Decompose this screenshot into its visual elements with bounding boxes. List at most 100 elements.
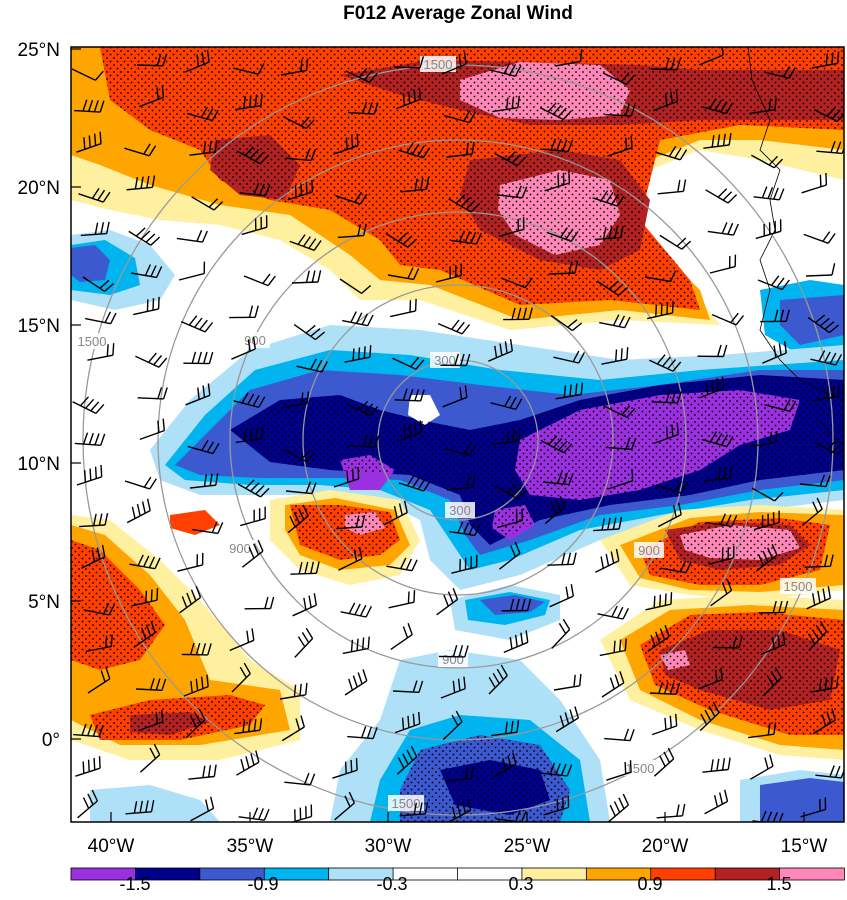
wind-barb-flag bbox=[465, 353, 471, 366]
wind-barb-flag bbox=[257, 539, 264, 552]
wind-barb-shaft bbox=[178, 272, 205, 281]
wind-barb-flag bbox=[681, 803, 686, 816]
wind-barb-flag bbox=[208, 351, 214, 364]
wind-barb-shaft bbox=[241, 226, 267, 236]
ring-label-300-south: 300 bbox=[449, 503, 471, 518]
wind-barb-flag bbox=[728, 133, 732, 146]
wind-barb-flag bbox=[466, 475, 470, 488]
wind-barb-flag bbox=[629, 729, 635, 741]
wind-barb-flag bbox=[405, 558, 413, 570]
wind-barb-flag bbox=[203, 141, 207, 154]
wind-barb-flag bbox=[200, 676, 204, 689]
wind-barb-flag bbox=[141, 627, 147, 640]
wind-barb-flag bbox=[457, 678, 461, 691]
wind-barb-flag bbox=[669, 715, 672, 728]
wind-barb-shaft bbox=[73, 733, 100, 738]
wind-barb-flag bbox=[516, 156, 527, 167]
wind-barb-flag bbox=[457, 521, 464, 534]
wind-barb-flag bbox=[561, 139, 568, 152]
wind-barb-shaft bbox=[760, 643, 786, 656]
wind-barb-flag bbox=[100, 433, 106, 446]
wind-barb-flag bbox=[401, 717, 405, 730]
wind-barb-shaft bbox=[753, 196, 780, 201]
wind-barb-shaft bbox=[72, 401, 97, 415]
wind-barb-flag bbox=[363, 346, 366, 359]
wind-barb-flag bbox=[579, 49, 583, 62]
wind-barb-flag bbox=[726, 436, 734, 447]
wind-barb-flag bbox=[153, 355, 163, 366]
wind-barb-flag bbox=[779, 309, 785, 322]
lon-label-20w: 20°W bbox=[642, 836, 689, 857]
wind-barb-flag bbox=[555, 499, 562, 511]
wind-barb-shaft bbox=[489, 69, 516, 77]
wind-barb-flag bbox=[141, 501, 146, 514]
wind-barb-flag bbox=[300, 715, 305, 728]
wind-barb-shaft bbox=[348, 111, 375, 115]
wind-barb-shaft bbox=[139, 754, 161, 773]
wind-barb-flag bbox=[774, 666, 782, 678]
wind-barb-flag bbox=[830, 676, 833, 689]
wind-barb-shaft bbox=[243, 275, 269, 287]
wind-barb-flag bbox=[253, 183, 260, 195]
wind-barb-flag bbox=[723, 466, 727, 479]
lat-label-15n: 15°N bbox=[18, 316, 60, 337]
wind-barb-shaft bbox=[131, 599, 158, 607]
wind-barb-flag bbox=[729, 466, 733, 479]
wind-barb-flag bbox=[137, 554, 144, 566]
wind-barb-flag bbox=[655, 631, 661, 644]
wind-barb-shaft bbox=[493, 763, 517, 778]
wind-barb-flag bbox=[148, 145, 157, 157]
wind-barb-shaft bbox=[333, 478, 359, 488]
wind-barb-shaft bbox=[544, 506, 566, 525]
wind-barb-flag bbox=[507, 755, 512, 768]
wind-barb-shaft bbox=[707, 230, 734, 236]
wind-barb-flag bbox=[106, 344, 109, 357]
wind-barb-flag bbox=[110, 634, 113, 647]
wind-barb-shaft bbox=[803, 233, 829, 244]
wind-barb-shaft bbox=[450, 239, 477, 245]
wind-barb-flag bbox=[815, 625, 824, 636]
wind-barb-flag bbox=[720, 101, 728, 113]
wind-barb-shaft bbox=[176, 237, 203, 243]
wind-barb-flag bbox=[721, 758, 726, 771]
wind-barb-shaft bbox=[385, 232, 409, 248]
wind-barb-shaft bbox=[190, 807, 214, 822]
wind-barb-flag bbox=[825, 172, 828, 186]
wind-barb-flag bbox=[356, 133, 359, 146]
wind-barb-flag bbox=[625, 74, 635, 85]
wind-barb-flag bbox=[362, 637, 365, 650]
wind-barb-flag bbox=[472, 475, 476, 488]
range-ring-labels: 300 300 900 900 900 900 1500 1500 1500 1… bbox=[74, 56, 816, 811]
wind-barb-flag bbox=[618, 286, 629, 296]
wind-barb-flag bbox=[465, 200, 476, 210]
wind-barb-flag bbox=[403, 500, 408, 513]
wind-barb-shaft bbox=[289, 240, 315, 251]
wind-barb-shaft bbox=[816, 150, 843, 155]
wind-barb-flag bbox=[79, 396, 90, 407]
wind-barb-flag bbox=[517, 428, 521, 441]
wind-barb-flag bbox=[565, 229, 574, 240]
wind-barb-shaft bbox=[185, 719, 206, 739]
wind-barb-shaft bbox=[699, 387, 725, 399]
wind-barb-shaft bbox=[813, 108, 838, 123]
wind-barb-flag bbox=[161, 709, 164, 722]
wind-barb-flag bbox=[550, 138, 556, 151]
wind-barb-flag bbox=[100, 222, 105, 235]
wind-barb-shaft bbox=[241, 550, 264, 568]
wind-barb-flag bbox=[157, 420, 160, 433]
wind-barb-flag bbox=[149, 478, 157, 490]
wind-barb-flag bbox=[664, 93, 668, 106]
wind-barb-flag bbox=[502, 758, 507, 771]
wind-barb-shaft bbox=[655, 151, 681, 161]
wind-barb-flag bbox=[727, 194, 738, 204]
wind-barb-shaft bbox=[348, 444, 375, 448]
wind-barb-shaft bbox=[651, 725, 677, 736]
wind-barb-flag bbox=[738, 636, 743, 649]
wind-barb-flag bbox=[108, 603, 116, 616]
wind-barb-shaft bbox=[657, 513, 682, 528]
wind-barb-shaft bbox=[599, 321, 625, 329]
wind-barb-shaft bbox=[126, 186, 153, 191]
wind-barb-flag bbox=[711, 135, 715, 148]
wind-barb-flag bbox=[626, 347, 629, 360]
wind-barb-flag bbox=[402, 93, 406, 106]
